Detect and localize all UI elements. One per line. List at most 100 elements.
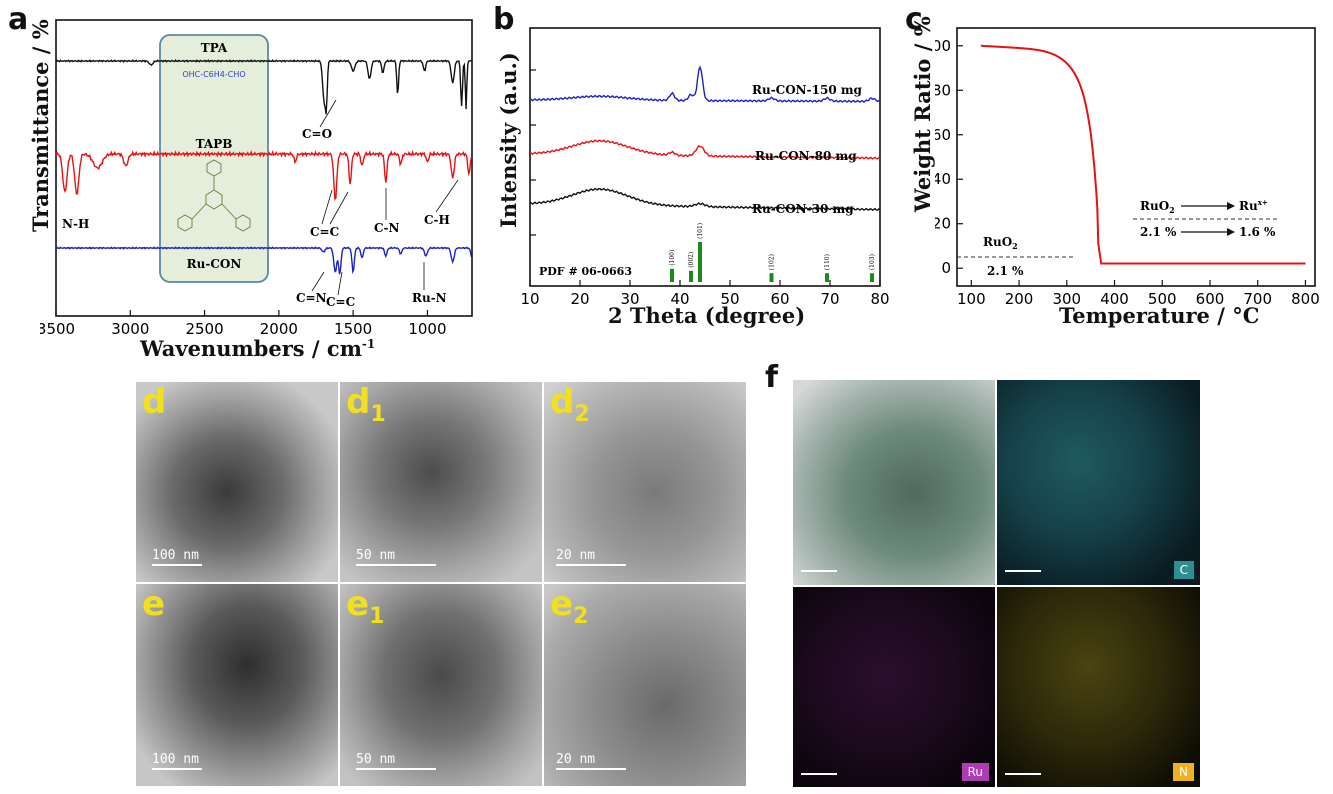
panel-a-xtick-5: 1000: [408, 320, 446, 338]
ref-peak-3: [769, 273, 774, 282]
panel-a-inset-box: [159, 34, 269, 283]
panel-b-chart: 10 20 30 40 50 60 70 80 (100) (002) (101) (102) (11…: [520, 27, 890, 308]
panel-c-chart: 100 200 300 400 500 600 700 800 0 20 40 60 80 100 Ru…: [935, 27, 1320, 308]
panel-label-c: c: [905, 2, 923, 37]
ref-peak-0: [670, 268, 674, 282]
panel-c-xtick-0: 100: [957, 290, 986, 308]
panel-label-d1: d1: [346, 382, 386, 427]
tpa-structure: OHC-C6H4-CHO: [182, 70, 245, 79]
panel-b-xtick-7: 80: [870, 290, 889, 308]
eds-map-carbon: C: [997, 380, 1200, 585]
series-line-ru-con-150: [529, 65, 881, 103]
ref-peak-1: [689, 270, 693, 282]
panel-b-xlabel: 2 Theta (degree): [608, 303, 806, 328]
tapb-structure: [177, 159, 251, 232]
panel-c-xtick-7: 800: [1291, 290, 1320, 308]
annotation-ru-n: Ru-N: [412, 291, 447, 305]
series-line-ru-con-30: [529, 187, 881, 212]
arrow2-right: 1.6 %: [1239, 225, 1276, 239]
panel-a-xtick-0: 3500: [40, 320, 75, 338]
element-badge-ru: Ru: [961, 763, 989, 781]
panel-a-xlabel-sup: -1: [361, 337, 376, 351]
panel-c-ytick-2: 40: [935, 170, 951, 188]
panel-b-frame: [529, 27, 881, 287]
eds-map-nitrogen: N: [997, 587, 1200, 787]
scale-label-e1: 50 nm: [356, 752, 396, 767]
panel-label-d2: d2: [550, 382, 590, 427]
tem-image-d2: d2 20 nm: [544, 382, 746, 582]
panel-c-xlabel: Temperature / °C: [1059, 303, 1260, 328]
legend-ru-con-30: Ru-CON-30 mg: [752, 202, 854, 216]
label-residue-pct: 2.1 %: [987, 264, 1024, 278]
panel-label-e: e: [142, 584, 166, 624]
scale-label-e2: 20 nm: [556, 752, 596, 767]
panel-c-frame: [956, 27, 1316, 287]
element-badge-n: N: [1173, 763, 1194, 781]
arrow2-left: 2.1 %: [1140, 225, 1177, 239]
panel-b-xtick-5: 60: [770, 290, 789, 308]
annotation-n-h: N-H: [62, 217, 89, 231]
panel-label-f: f: [765, 360, 779, 395]
panel-a-xlabel: Wavenumbers / cm-1: [140, 336, 376, 361]
series-line-tpa: [55, 59, 472, 115]
eds-map-ruthenium: Ru: [793, 587, 995, 787]
ref-peak-label-2: (101): [697, 223, 704, 239]
tem-image-e2: e2 20 nm: [544, 584, 746, 786]
panel-c-ytick-4: 80: [935, 81, 951, 99]
ref-peak-2: [698, 242, 702, 282]
scale-label-d1: 50 nm: [356, 548, 396, 563]
arrow1-left: RuO2: [1140, 199, 1175, 215]
panel-c-ylabel: Weight Ratio / %: [910, 16, 935, 212]
scale-label-d: 100 nm: [152, 548, 199, 563]
scale-label-d2: 20 nm: [556, 548, 596, 563]
legend-ru-con-150: Ru-CON-150 mg: [752, 83, 863, 97]
annotation-c-c-1: C=C: [310, 225, 339, 239]
ref-peak-label-0: (100): [669, 250, 676, 266]
tem-image-d1: d1 50 nm: [340, 382, 542, 582]
panel-a-xtick-4: 1500: [334, 320, 372, 338]
series-line-tapb: [55, 149, 473, 201]
ref-peak-4: [825, 273, 829, 282]
panel-c-ytick-3: 60: [935, 126, 951, 144]
ref-peak-5: [870, 273, 874, 282]
scale-label-e: 100 nm: [152, 752, 199, 767]
panel-c-ytick-0: 0: [941, 259, 951, 277]
panel-c-ytick-1: 20: [935, 215, 951, 233]
arrow1-right: Rux+: [1239, 198, 1268, 213]
tga-curve: [980, 44, 1306, 265]
panel-b-xtick-6: 70: [820, 290, 839, 308]
panel-a-frame: [55, 19, 473, 317]
annotation-c-c-2: C=C: [326, 295, 355, 309]
pdf-card-label: PDF # 06-0663: [539, 265, 632, 278]
series-line-ru-con-80: [529, 139, 881, 160]
label-ruo2: RuO2: [983, 235, 1018, 251]
panel-b-xtick-4: 50: [720, 290, 739, 308]
panel-c-ytick-5: 100: [935, 37, 951, 55]
panel-c-xtick-6: 700: [1243, 290, 1272, 308]
tem-image-d: d 100 nm: [136, 382, 338, 582]
panel-a-xtick-3: 2000: [260, 320, 298, 338]
series-line-ru-con: [55, 246, 473, 275]
panel-c-xtick-2: 300: [1052, 290, 1081, 308]
panel-a-chart: 3500 3000 2500 2000 1500 1000 TPA OHC-C6H4-CH…: [40, 19, 473, 338]
panel-c-xtick-3: 400: [1100, 290, 1129, 308]
annotation-c-h: C-H: [424, 213, 450, 227]
annotation-c-n: C-N: [374, 221, 400, 235]
ref-peak-label-3: (102): [769, 254, 776, 270]
legend-tpa: TPA: [201, 41, 228, 55]
panel-a-xtick-1: 3000: [111, 320, 149, 338]
panel-b-xtick-3: 40: [670, 290, 689, 308]
annotation-c-n-2: C=N: [296, 291, 327, 305]
ref-peak-label-5: (103): [869, 254, 876, 270]
panel-c-xtick-5: 600: [1196, 290, 1225, 308]
panel-label-b: b: [493, 2, 515, 37]
panel-label-a: a: [8, 2, 29, 37]
panel-b-xtick-2: 30: [620, 290, 639, 308]
panel-label-e2: e2: [550, 584, 589, 629]
legend-ru-con-80: Ru-CON-80 mg: [755, 149, 857, 163]
element-badge-c: C: [1173, 561, 1194, 579]
ref-peak-label-1: (002): [688, 252, 695, 268]
panel-c-xtick-1: 200: [1005, 290, 1034, 308]
panel-label-e1: e1: [346, 584, 385, 629]
ref-peak-label-4: (110): [824, 254, 831, 270]
